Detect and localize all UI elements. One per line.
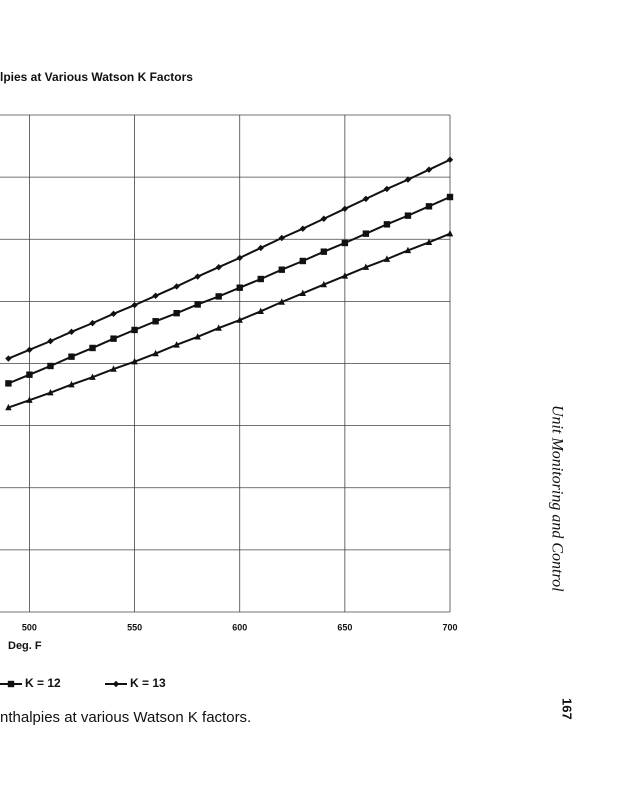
point: [173, 341, 180, 348]
point: [278, 298, 285, 305]
point: [320, 280, 328, 288]
point: [257, 244, 264, 252]
point: [362, 230, 370, 237]
point: [278, 234, 285, 242]
point: [446, 156, 454, 163]
point: [257, 307, 264, 315]
point: [68, 353, 75, 360]
point: [110, 310, 117, 317]
point: [131, 301, 138, 309]
point: [194, 301, 201, 308]
point: [5, 403, 12, 411]
point: [299, 257, 307, 265]
x-tick-label: 700: [442, 622, 457, 632]
point: [320, 215, 328, 222]
caption: nthalpies at various Watson K factors.: [0, 709, 251, 726]
running-head: Unit Monitoring and Control: [548, 405, 565, 592]
chart-title: lpies at Various Watson K Factors: [0, 70, 193, 84]
x-axis-label: Deg. F: [8, 640, 42, 652]
point: [173, 309, 180, 317]
point: [152, 292, 159, 299]
point: [173, 283, 180, 290]
series-line: [8, 158, 451, 360]
legend-marker: [112, 680, 120, 688]
legend-label: K = 12: [25, 676, 61, 690]
point: [341, 272, 349, 279]
point: [425, 238, 433, 246]
point: [236, 284, 243, 291]
point: [26, 346, 33, 354]
series-line: [8, 196, 451, 385]
point: [89, 319, 96, 327]
point: [131, 357, 138, 365]
point: [68, 328, 75, 336]
point: [446, 229, 454, 237]
point: [299, 225, 307, 232]
point: [425, 166, 433, 173]
point: [47, 388, 54, 396]
point: [362, 263, 370, 270]
point: [404, 176, 412, 183]
series-line: [8, 232, 451, 409]
point: [194, 273, 201, 280]
point: [47, 362, 54, 370]
point: [110, 365, 117, 372]
point: [278, 266, 285, 273]
x-tick-label: 600: [232, 622, 247, 632]
point: [404, 246, 412, 254]
point: [383, 255, 391, 262]
legend-label: K = 13: [130, 676, 166, 690]
point: [383, 221, 391, 228]
point: [425, 203, 433, 210]
point: [320, 248, 328, 255]
x-tick-label: 550: [127, 622, 142, 632]
point: [152, 318, 159, 325]
point: [215, 264, 222, 271]
point: [194, 333, 201, 340]
point: [26, 371, 33, 378]
point: [5, 380, 12, 387]
x-tick-label: 500: [22, 622, 37, 632]
point: [5, 355, 12, 362]
point: [362, 195, 370, 203]
point: [215, 293, 222, 300]
point: [215, 324, 222, 331]
point: [131, 326, 138, 334]
page-number: 167: [560, 698, 575, 720]
point: [299, 289, 307, 296]
point: [152, 349, 159, 357]
point: [89, 373, 96, 380]
point: [446, 193, 454, 201]
point: [236, 254, 243, 262]
point: [89, 344, 96, 352]
point: [383, 185, 391, 193]
legend-marker: [7, 680, 15, 688]
point: [47, 337, 54, 345]
x-tick-label: 650: [337, 622, 352, 632]
point: [341, 239, 349, 247]
point: [404, 212, 412, 219]
point: [257, 275, 264, 283]
point: [68, 380, 75, 388]
point: [236, 316, 243, 323]
point: [26, 396, 33, 403]
point: [341, 205, 349, 213]
point: [110, 335, 117, 342]
